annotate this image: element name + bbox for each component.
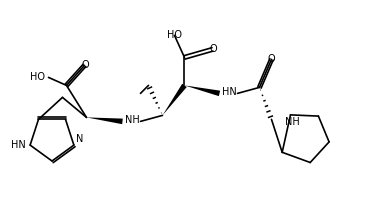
Text: HN: HN <box>12 140 26 150</box>
Polygon shape <box>86 117 123 124</box>
Text: HN: HN <box>223 87 237 97</box>
Text: N: N <box>76 134 83 144</box>
Text: O: O <box>82 60 89 70</box>
Text: NH: NH <box>125 115 140 125</box>
Text: HO: HO <box>30 72 46 82</box>
Text: NH: NH <box>285 117 300 127</box>
Polygon shape <box>162 84 187 115</box>
Text: O: O <box>267 54 275 64</box>
Polygon shape <box>184 85 220 96</box>
Text: O: O <box>210 44 217 54</box>
Text: HO: HO <box>167 30 182 40</box>
